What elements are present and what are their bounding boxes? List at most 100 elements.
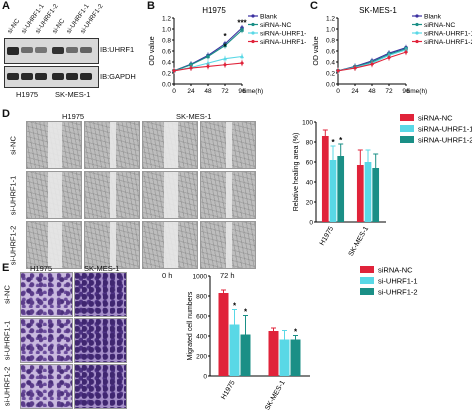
data-point: [404, 49, 408, 55]
y-tick-label: 40: [306, 180, 314, 187]
blot-band-uhrf1: [21, 47, 33, 54]
transwell-row-label: si-UHRF1-1: [2, 320, 12, 361]
data-point: [370, 62, 374, 67]
transwell-image: [20, 272, 73, 317]
blot-band-uhrf1: [52, 47, 64, 55]
x-tick-label: 0: [172, 88, 176, 95]
wound-row-label: si-UHRF1-1: [8, 175, 18, 216]
panel-label-e: E: [2, 262, 10, 274]
legend-marker: [415, 31, 419, 35]
significance-marker: *: [223, 42, 227, 51]
blot-lane-label: si-NC: [51, 17, 67, 35]
y-tick-label: 1.0: [162, 27, 171, 34]
legend-label: Blank: [260, 14, 278, 21]
bar: [372, 168, 380, 222]
blot-group-skmes1: SK-MES-1: [55, 90, 91, 99]
blot-band-gapdh: [80, 73, 92, 80]
significance-marker: *: [223, 32, 227, 41]
bar: [364, 162, 372, 222]
bar: [337, 156, 345, 222]
wound-gap: [226, 122, 232, 168]
x-tick-label: 0: [336, 88, 340, 95]
data-point: [189, 65, 193, 71]
wound-image: [26, 221, 82, 269]
y-tick-label: 600: [196, 314, 207, 321]
data-point: [223, 43, 227, 48]
wound-gap: [48, 222, 62, 268]
wound-image: [26, 121, 82, 169]
data-point: [353, 65, 357, 71]
category-label: SK-MES-1: [264, 379, 287, 411]
y-tick-label: 0.2: [326, 71, 335, 78]
wound-col-label: 72 h: [220, 271, 235, 280]
wound-image: [200, 121, 256, 169]
growth-chart-h1975: H1975 0.0 0.2 0.4 0.6 0.8 1.0 1.2 0 24 48 72 96time(…: [149, 6, 306, 95]
y-tick-label: 1.0: [326, 27, 335, 34]
y-tick-label: 0.8: [162, 38, 171, 45]
y-tick-label: 0.6: [326, 49, 335, 56]
wound-image: [200, 171, 256, 219]
y-tick-label: 0.2: [162, 71, 171, 78]
x-tick-label: 72: [385, 88, 393, 95]
bar: [329, 160, 337, 222]
legend-swatch: [360, 288, 374, 295]
y-axis-label: Relative healing area (%): [293, 133, 300, 212]
panel-label-a: A: [2, 0, 10, 12]
wound-gap: [110, 222, 116, 268]
y-axis-label: OD value: [149, 36, 156, 65]
blot-band-gapdh: [21, 73, 33, 80]
data-point: [206, 64, 210, 69]
panel-label-d: D: [2, 108, 10, 120]
legend-marker: [251, 31, 255, 35]
legend-marker: [415, 14, 419, 18]
legend-marker: [415, 22, 419, 27]
wound-title-skmes1: SK-MES-1: [176, 112, 212, 121]
y-tick-label: 0.6: [162, 49, 171, 56]
x-tick-label: 48: [204, 88, 212, 95]
legend-swatch: [400, 136, 414, 143]
bar: [229, 324, 240, 376]
wound-gap: [226, 172, 232, 218]
legend-label: siRNA-NC: [424, 22, 455, 29]
wound-gap: [110, 122, 116, 168]
y-axis-label: OD value: [313, 36, 320, 65]
legend-swatch: [360, 277, 374, 284]
wound-image: [200, 221, 256, 269]
bar: [356, 165, 364, 222]
transwell-title-skmes1: SK-MES-1: [84, 264, 120, 273]
significance-marker: *: [233, 302, 237, 311]
blot-label-gapdh: IB:GAPDH: [100, 72, 136, 81]
blot-uhrf1: [4, 38, 99, 64]
y-tick-label: 0.4: [326, 60, 335, 67]
significance-marker: *: [331, 138, 335, 147]
legend-label: Blank: [424, 14, 442, 21]
data-point: [336, 68, 340, 73]
category-label: H1975: [319, 225, 335, 246]
wound-image: [84, 171, 140, 219]
significance-marker: *: [244, 308, 248, 317]
x-axis-label: time(h): [243, 88, 263, 95]
legend-swatch: [360, 266, 374, 273]
y-tick-label: 100: [302, 120, 313, 127]
y-tick-label: 0.0: [326, 82, 335, 89]
significance-marker: ***: [237, 19, 247, 28]
chart-title: SK-MES-1: [359, 6, 397, 15]
y-tick-label: 1.2: [326, 16, 335, 23]
data-point: [223, 62, 227, 67]
x-axis-label: time(h): [407, 88, 427, 95]
transwell-image: [74, 364, 127, 409]
y-tick-label: 80: [306, 140, 314, 147]
transwell-image: [74, 318, 127, 363]
legend-marker: [251, 14, 255, 18]
legend-label: si-UHRF1-1: [378, 277, 418, 286]
y-tick-label: 0: [203, 374, 207, 381]
significance-marker: *: [294, 328, 298, 337]
category-label: SK-MES-1: [348, 225, 371, 257]
legend-label: si-UHRF1-2: [378, 288, 418, 297]
data-point: [240, 60, 244, 66]
data-point: [223, 56, 227, 61]
legend-marker: [251, 39, 255, 44]
data-point: [206, 60, 210, 65]
x-tick-label: 96: [402, 88, 410, 95]
